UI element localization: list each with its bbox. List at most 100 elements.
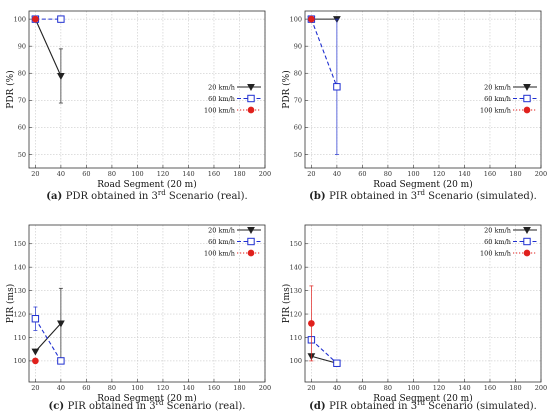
x-axis-label: Road Segment (20 m)	[373, 179, 472, 190]
legend-label: 20 km/h	[484, 83, 511, 91]
caption-panel-label: (b)	[309, 191, 329, 202]
y-tick-label: 120	[14, 310, 26, 318]
x-tick-label: 100	[131, 384, 143, 392]
x-tick-label: 160	[484, 384, 496, 392]
legend: 20 km/h 60 km/h 100 km/h	[480, 83, 537, 114]
legend: 20 km/h 60 km/h 100 km/h	[204, 226, 261, 257]
x-tick-label: 200	[259, 170, 271, 178]
legend-marker	[247, 84, 255, 92]
plot-frame	[28, 10, 266, 169]
caption-1: (a) PDR obtained in 3rd Scenario (real).	[46, 189, 247, 202]
y-tick-label: 80	[18, 70, 26, 78]
x-tick-label: 40	[333, 384, 341, 392]
series-60-km-h	[31, 306, 65, 365]
legend-label: 60 km/h	[484, 238, 511, 246]
caption-4: (d) PIR obtained in 3rd Scenario (simula…	[309, 399, 537, 412]
series-line	[311, 355, 338, 364]
x-tick-label: 20	[307, 170, 315, 178]
data-point	[333, 83, 341, 91]
data-point	[57, 73, 65, 80]
legend: 20 km/h 60 km/h 100 km/h	[204, 83, 261, 114]
legend-marker	[247, 227, 255, 235]
x-tick-label: 180	[233, 384, 245, 392]
x-tick-label: 100	[407, 384, 419, 392]
y-tick-label: 60	[294, 124, 302, 132]
series-60-km-h	[307, 15, 341, 155]
x-tick-label: 40	[57, 170, 65, 178]
x-tick-label: 140	[182, 384, 194, 392]
x-tick-label: 180	[509, 384, 521, 392]
x-tick-label: 160	[208, 170, 220, 178]
legend-label: 100 km/h	[480, 249, 511, 257]
y-axis-label: PIR (ms)	[5, 284, 16, 323]
y-tick-label: 140	[290, 263, 302, 271]
data-point	[57, 357, 65, 365]
data-point	[31, 348, 40, 356]
y-tick-label: 90	[294, 42, 302, 50]
y-tick-label: 50	[294, 151, 302, 159]
y-tick-label: 100	[14, 15, 26, 23]
data-point	[57, 15, 65, 23]
legend-label: 100 km/h	[204, 249, 235, 257]
chart-panel-1: 20 40 60 80 100 120 140 160 180 2005060708090100R…	[5, 10, 271, 190]
chart-panel-4: 20 40 60 80 100 120 140 160 180 200 100 110 120 130 14…	[281, 224, 547, 404]
plot-frame	[304, 224, 542, 383]
legend-marker	[247, 249, 255, 257]
y-axis-label: PIR (ms)	[281, 284, 292, 323]
legend-marker	[523, 106, 531, 114]
data-point	[333, 359, 341, 367]
x-tick-label: 20	[31, 384, 39, 392]
data-point	[32, 357, 39, 365]
legend-label: 60 km/h	[208, 95, 235, 103]
x-tick-label: 40	[57, 384, 65, 392]
series-line	[311, 339, 338, 364]
series-line	[310, 18, 338, 87]
series-100-km-h	[308, 15, 315, 23]
series-20-km-h	[31, 16, 65, 104]
x-tick-label: 200	[535, 384, 547, 392]
x-tick-label: 200	[259, 384, 271, 392]
series-100-km-h	[32, 357, 39, 365]
data-point	[32, 15, 39, 23]
y-axis-label: PDR (%)	[5, 70, 16, 108]
series-line	[34, 323, 62, 352]
y-tick-label: 50	[18, 151, 26, 159]
legend-marker	[247, 94, 255, 103]
legend-marker	[523, 84, 531, 92]
y-tick-label: 70	[18, 97, 26, 105]
legend-marker	[523, 227, 531, 235]
x-tick-label: 60	[82, 384, 90, 392]
x-tick-label: 20	[31, 170, 39, 178]
legend-marker	[523, 249, 531, 257]
series-line	[34, 18, 62, 77]
y-tick-label: 130	[14, 287, 26, 295]
caption-panel-label: (d)	[309, 401, 329, 412]
y-tick-label: 110	[290, 334, 302, 342]
y-tick-label: 60	[18, 124, 26, 132]
x-axis-label: Road Segment (20 m)	[97, 179, 196, 190]
x-tick-label: 100	[407, 170, 419, 178]
x-tick-label: 120	[433, 384, 445, 392]
legend-marker	[523, 94, 531, 103]
plot-frame	[28, 224, 266, 383]
data-point	[57, 320, 65, 328]
legend-marker	[247, 237, 255, 246]
x-tick-label: 140	[458, 384, 470, 392]
legend-label: 60 km/h	[484, 95, 511, 103]
x-axis-label: Road Segment (20 m)	[97, 393, 196, 404]
x-tick-label: 120	[157, 170, 169, 178]
x-tick-label: 80	[108, 384, 116, 392]
series-60-km-h	[307, 336, 341, 367]
series-line	[34, 318, 62, 362]
legend-label: 20 km/h	[208, 226, 235, 234]
data-point	[308, 320, 315, 327]
x-tick-label: 80	[384, 170, 392, 178]
data-point	[31, 315, 40, 323]
legend-marker	[247, 106, 255, 114]
x-tick-label: 160	[484, 170, 496, 178]
series-20-km-h	[31, 287, 65, 359]
caption-panel-label: (c)	[49, 401, 68, 412]
y-tick-label: 130	[290, 287, 302, 295]
x-tick-label: 160	[208, 384, 220, 392]
